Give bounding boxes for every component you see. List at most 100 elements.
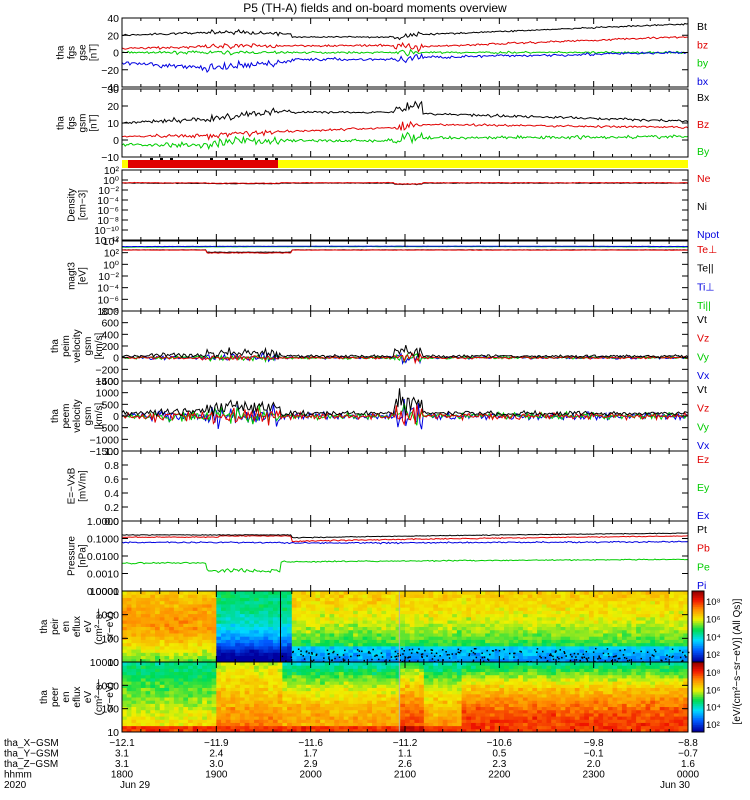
spectrogram-noise-dot xyxy=(685,656,687,658)
spectrogram-cell xyxy=(386,623,392,627)
spectrogram-cell xyxy=(442,642,448,647)
spectrogram-cell xyxy=(254,722,260,727)
spectrogram-cell xyxy=(673,591,680,595)
spectrogram-cell xyxy=(395,668,401,673)
spectrogram-cell xyxy=(598,655,604,660)
spectrogram-cell xyxy=(541,709,547,714)
spectrogram-cell xyxy=(419,613,425,618)
spectrogram-cell xyxy=(371,662,378,666)
spectrogram-cell xyxy=(400,662,406,666)
spectrogram-cell xyxy=(560,687,566,692)
spectrogram-cell xyxy=(466,690,472,695)
spectrogram-cell xyxy=(202,642,208,647)
spectrogram-cell xyxy=(155,709,161,714)
spectrogram-cell xyxy=(527,620,533,624)
spectrogram-cell xyxy=(206,687,213,692)
spectrogram-cell xyxy=(494,626,500,631)
spectrogram-cell xyxy=(136,645,142,650)
spectrogram-cell xyxy=(206,649,213,653)
spectrogram-cell xyxy=(371,681,378,685)
spectrogram-noise-dot xyxy=(640,650,642,653)
spectrogram-cell xyxy=(584,626,590,631)
spectrogram-cell xyxy=(140,626,147,631)
spectrogram-cell xyxy=(164,629,170,634)
spectrogram-cell xyxy=(423,610,430,615)
spectrogram-cell xyxy=(376,728,382,733)
spectrogram-cell xyxy=(504,665,510,669)
spectrogram-cell xyxy=(272,645,279,650)
spectrogram-cell xyxy=(376,607,382,611)
spectrogram-cell xyxy=(145,703,151,708)
spectrogram-cell xyxy=(546,690,552,695)
spectrogram-cell xyxy=(584,591,590,595)
spectrogram-cell xyxy=(433,607,439,611)
spectrogram-cell xyxy=(225,613,231,618)
spectrogram-cell xyxy=(588,655,595,660)
spectrogram-cell xyxy=(390,658,397,663)
spectrogram-cell xyxy=(140,665,147,669)
spectrogram-cell xyxy=(456,636,463,640)
spectrogram-cell xyxy=(287,703,293,708)
spectrogram-cell xyxy=(650,610,656,615)
spectrogram-cell xyxy=(249,684,255,688)
spectrogram-cell xyxy=(211,709,217,714)
spectrogram-cell xyxy=(438,684,444,688)
spectrogram-noise-dot xyxy=(468,653,471,655)
spectrogram-cell xyxy=(475,665,481,669)
spectrogram-cell xyxy=(305,722,312,727)
spectrogram-cell xyxy=(258,591,264,595)
spectrogram-cell xyxy=(362,693,368,698)
spectrogram-cell xyxy=(277,722,283,727)
spectrogram-cell xyxy=(263,623,269,627)
spectrogram-cell xyxy=(560,655,566,660)
spectrogram-noise-dot xyxy=(448,653,450,656)
spectrogram-cell xyxy=(230,623,236,627)
spectrogram-cell xyxy=(334,674,340,679)
spectrogram-cell xyxy=(621,613,628,618)
spectrogram-cell xyxy=(202,677,208,682)
spectrogram-cell xyxy=(541,616,547,621)
spectrogram-cell xyxy=(518,671,524,676)
spectrogram-cell xyxy=(480,632,486,637)
spectrogram-cell xyxy=(277,690,283,695)
spectrogram-cell xyxy=(541,620,547,624)
spectrogram-cell xyxy=(409,719,415,723)
spectrogram-cell xyxy=(206,719,213,723)
spectrogram-cell xyxy=(225,709,231,714)
spectrogram-cell xyxy=(461,703,467,708)
spectrogram-cell xyxy=(178,626,184,631)
spectrogram-cell xyxy=(579,636,585,640)
spectrogram-cell xyxy=(518,716,524,720)
spectrogram-cell xyxy=(551,709,557,714)
spectrogram-cell xyxy=(258,728,264,733)
spectrogram-cell xyxy=(320,719,326,723)
spectrogram-cell xyxy=(249,600,255,605)
spectrogram-cell xyxy=(438,636,444,640)
spectrogram-cell xyxy=(438,603,444,608)
spectrogram-cell xyxy=(221,684,227,688)
spectrogram-cell xyxy=(386,684,392,688)
spectrogram-cell xyxy=(513,620,519,624)
spectrogram-cell xyxy=(178,662,184,666)
spectrogram-noise-dot xyxy=(445,651,447,653)
spectrogram-cell xyxy=(390,642,397,647)
spectrogram-cell xyxy=(192,684,198,688)
spectrogram-cell xyxy=(428,722,434,727)
spectrogram-cell xyxy=(414,681,420,685)
spectrogram-cell xyxy=(164,616,170,621)
spectrogram-cell xyxy=(555,636,562,640)
spectrogram-cell xyxy=(258,636,264,640)
spectrogram-cell xyxy=(216,681,222,685)
spectrogram-cell xyxy=(621,658,628,663)
spectrogram-cell xyxy=(376,629,382,634)
spectrogram-cell xyxy=(254,655,260,660)
spectrogram-cell xyxy=(636,642,642,647)
spectrogram-cell xyxy=(428,668,434,673)
spectrogram-cell xyxy=(551,652,557,657)
spectrogram-cell xyxy=(254,658,260,663)
spectrogram-cell xyxy=(305,610,312,615)
spectrogram-cell xyxy=(235,652,241,657)
spectrogram-cell xyxy=(494,649,500,653)
spectrogram-cell xyxy=(136,687,142,692)
spectrogram-cell xyxy=(320,600,326,605)
